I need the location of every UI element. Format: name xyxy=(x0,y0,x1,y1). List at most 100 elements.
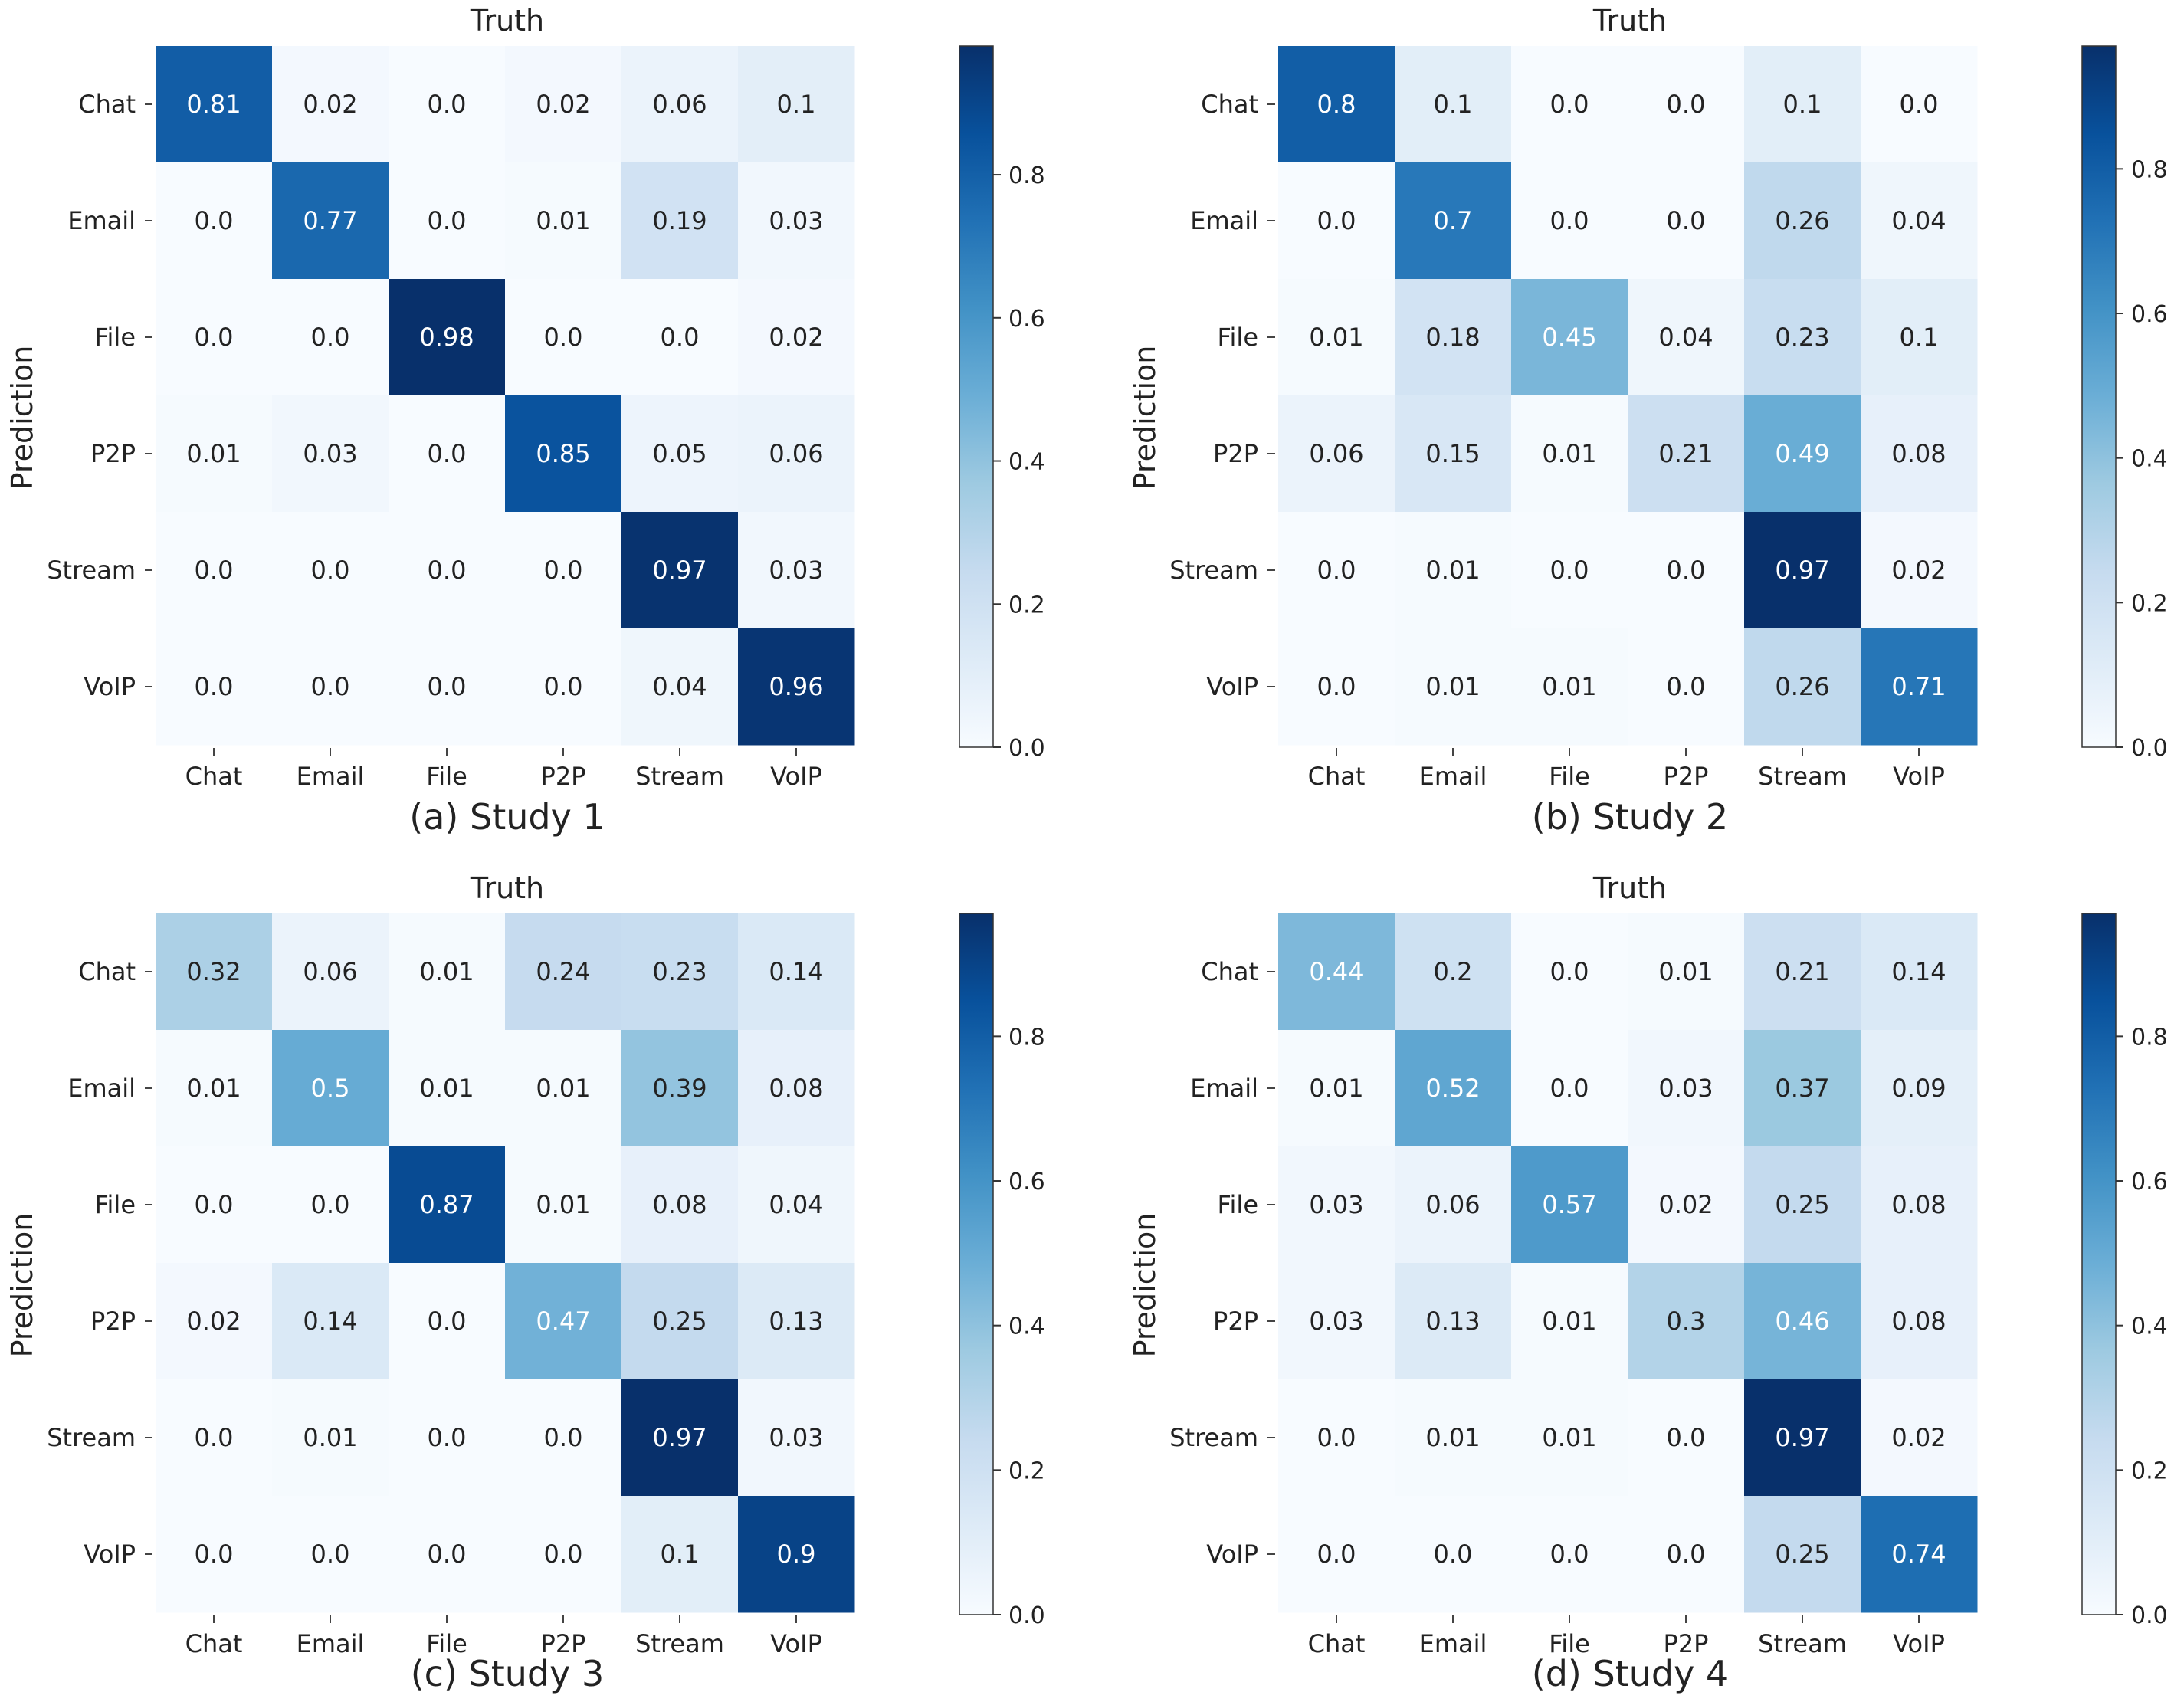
cell-value-label: 0.32 xyxy=(186,957,241,986)
heatmap-cell xyxy=(156,279,273,396)
cell-value-label: 0.0 xyxy=(1667,90,1706,119)
heatmap-cell xyxy=(738,1030,855,1147)
cell-value-label: 0.97 xyxy=(1775,1423,1829,1452)
heatmap-cell xyxy=(389,1146,506,1264)
cell-value-label: 0.01 xyxy=(1309,1074,1363,1103)
heatmap-cell xyxy=(738,46,855,163)
heatmap-cell xyxy=(1278,1263,1395,1380)
cell-value-label: 0.13 xyxy=(1425,1307,1480,1336)
colorbar: 0.0 0.2 0.4 0.6 0.8 xyxy=(959,913,1045,1629)
heatmap-cell xyxy=(1278,46,1395,163)
cell-value-label: 0.1 xyxy=(777,90,816,119)
heatmap-cell xyxy=(1744,395,1861,513)
cell-value-label: 0.01 xyxy=(1425,1423,1480,1452)
x-tick-label: Email xyxy=(297,1629,365,1658)
y-axis-label: Prediction xyxy=(1128,346,1162,490)
cell-value-label: 0.3 xyxy=(1667,1307,1706,1336)
cell-value-label: 0.21 xyxy=(1658,439,1713,468)
cell-value-label: 0.25 xyxy=(652,1307,707,1336)
cell-value-label: 0.15 xyxy=(1425,439,1480,468)
colorbar-tick-label: 0.6 xyxy=(1008,1169,1045,1195)
x-tick-label: File xyxy=(1549,1629,1590,1658)
heatmap-cell xyxy=(1511,1030,1628,1147)
y-tick-labels: Chat Email File P2P Stream VoIP xyxy=(1169,957,1275,1569)
heatmap-cell xyxy=(1744,913,1861,1031)
cell-value-label: 0.0 xyxy=(195,672,234,701)
heatmap-cell xyxy=(1628,162,1745,280)
heatmap-cell xyxy=(505,512,622,629)
cell-value-label: 0.26 xyxy=(1775,672,1829,701)
heatmap-cell xyxy=(1628,1379,1745,1497)
x-tick-label: VoIP xyxy=(1893,762,1945,791)
cell-value-label: 0.1 xyxy=(1783,90,1822,119)
heatmap-cell xyxy=(1628,279,1745,396)
cell-value-label: 0.02 xyxy=(536,90,590,119)
cell-value-label: 0.2 xyxy=(1434,957,1473,986)
heatmap-cell xyxy=(1628,395,1745,513)
y-tick-label: VoIP xyxy=(84,1540,136,1569)
cell-value-label: 0.57 xyxy=(1542,1190,1596,1219)
heatmap-cell xyxy=(389,1496,506,1613)
heatmap-cell xyxy=(156,46,273,163)
heatmap-cell xyxy=(1511,628,1628,746)
cell-value-label: 0.98 xyxy=(419,323,474,352)
heatmap-cell xyxy=(1628,512,1745,629)
colorbar-tick-label: 0.4 xyxy=(2131,446,2168,473)
heatmap-cell xyxy=(505,913,622,1031)
heatmap-cell xyxy=(1278,512,1395,629)
y-tick-label: File xyxy=(94,1190,136,1219)
cell-value-label: 0.03 xyxy=(769,206,823,235)
panel-title: Truth xyxy=(470,4,544,38)
x-tick-label: Chat xyxy=(185,762,243,791)
colorbar-tick-label: 0.6 xyxy=(1008,306,1045,333)
y-tick-labels: Chat Email File P2P Stream VoIP xyxy=(47,957,152,1569)
cell-value-label: 0.87 xyxy=(419,1190,474,1219)
heatmap-cell xyxy=(1744,46,1861,163)
heatmap-cell xyxy=(1511,512,1628,629)
x-tick-label: Chat xyxy=(185,1629,243,1658)
x-tick-labels: Chat Email File P2P Stream VoIP xyxy=(185,748,822,791)
heatmap-cell xyxy=(1395,395,1512,513)
heatmap-cell xyxy=(272,1263,389,1380)
cell-value-label: 0.0 xyxy=(1550,206,1589,235)
cell-value-label: 0.26 xyxy=(1775,206,1829,235)
cell-value-label: 0.01 xyxy=(1425,556,1480,585)
heatmap-cell xyxy=(1395,162,1512,280)
cell-value-label: 0.0 xyxy=(195,1540,234,1569)
heatmap-cell xyxy=(1744,1263,1861,1380)
heatmap-cell xyxy=(1628,913,1745,1031)
y-tick-label: Stream xyxy=(47,556,136,585)
colorbar-tick-label: 0.6 xyxy=(2131,301,2168,328)
cell-value-label: 0.52 xyxy=(1425,1074,1480,1103)
cell-value-label: 0.0 xyxy=(428,1307,467,1336)
heatmap-cell xyxy=(272,279,389,396)
heatmap-cell xyxy=(1395,1496,1512,1613)
heatmap-cell xyxy=(272,913,389,1031)
heatmap-cell xyxy=(1278,1030,1395,1147)
cell-value-label: 0.8 xyxy=(1317,90,1356,119)
cell-value-label: 0.08 xyxy=(769,1074,823,1103)
x-tick-label: Email xyxy=(1419,762,1487,791)
y-tick-label: File xyxy=(94,323,136,352)
cell-value-label: 0.04 xyxy=(1891,206,1946,235)
cell-value-label: 0.05 xyxy=(652,439,707,468)
heatmap-cell xyxy=(621,279,739,396)
cell-value-label: 0.08 xyxy=(1891,439,1946,468)
heatmap-cell xyxy=(389,1263,506,1380)
y-tick-label: Chat xyxy=(78,90,136,119)
cell-value-label: 0.02 xyxy=(1891,556,1946,585)
cell-value-label: 0.85 xyxy=(536,439,590,468)
cell-value-label: 0.06 xyxy=(1425,1190,1480,1219)
x-tick-label: VoIP xyxy=(770,1629,822,1658)
heatmap-cell xyxy=(621,1379,739,1497)
heatmap-cell xyxy=(738,913,855,1031)
colorbar-tick-label: 0.2 xyxy=(2131,1458,2168,1484)
heatmap-cells: 0.44 0.2 0.0 0.01 0.21 0.14 0.01 0.52 0.0 0.03 0.3… xyxy=(1278,913,1978,1613)
panel-caption: (a) Study 1 xyxy=(409,796,605,838)
colorbar: 0.0 0.2 0.4 0.6 0.8 xyxy=(959,45,1045,762)
cell-value-label: 0.0 xyxy=(195,1423,234,1452)
heatmap-cell xyxy=(621,395,739,513)
cell-value-label: 0.01 xyxy=(1542,439,1596,468)
heatmap-cell xyxy=(272,395,389,513)
